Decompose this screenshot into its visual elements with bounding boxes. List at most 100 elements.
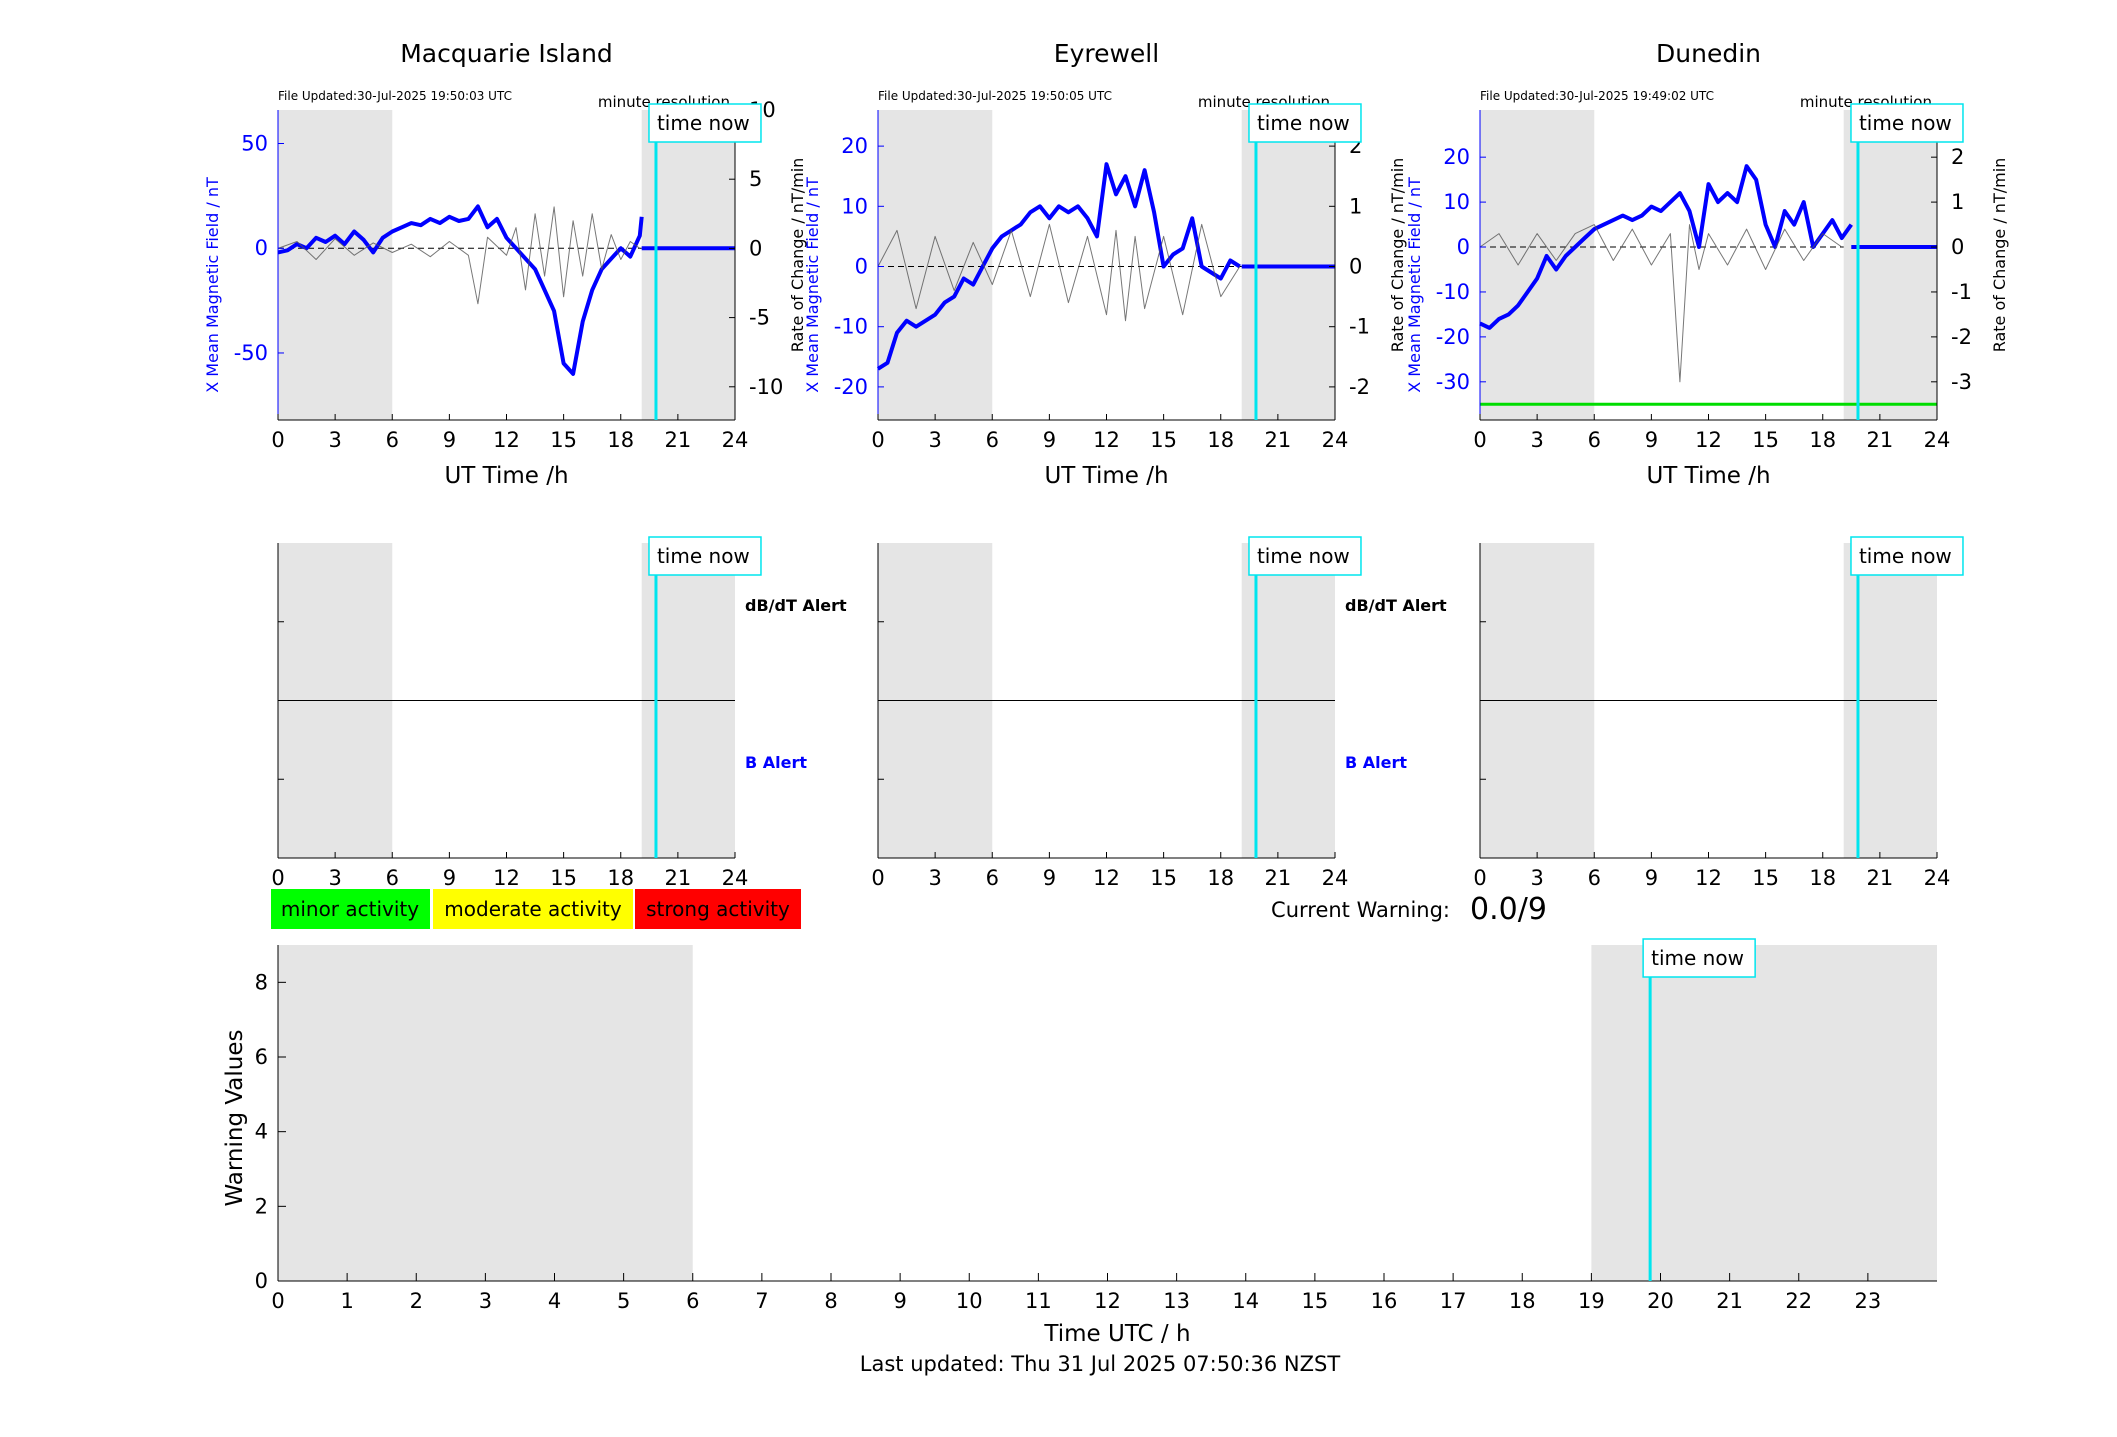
x-axis-label: UT Time /h [1044,463,1168,489]
y-left-tick-label: 10 [1443,190,1470,214]
legend-strong-label: strong activity [646,897,790,921]
x-tick-label: 15 [550,428,577,452]
y-right-tick-label: -5 [749,306,770,330]
series-x-mean-magnetic-field [1479,164,1853,330]
x-tick-label: 0 [1473,866,1486,890]
x-tick-label: 13 [1163,1289,1190,1313]
time-now-label: time now [1257,544,1350,568]
y-right-tick-label: 5 [749,167,762,191]
alert-chart-1: 0 3 6 9 12 15 18 21 24 time now dB/dT Alert B Alert [271,536,847,890]
x-tick-label: 6 [986,866,999,890]
current-warning-value: 0.0/9 [1470,892,1547,927]
time-now-box [648,103,762,143]
night-shade [1480,110,1595,420]
y-right-tick-label: 0 [749,236,762,260]
x-tick-label: 18 [607,428,634,452]
y-right-tick-label: -3 [1951,370,1972,394]
x-tick-label: 6 [1588,428,1601,452]
station-title: Eyrewell [1054,39,1159,68]
x-tick-label: 21 [665,866,692,890]
x-tick-label: 18 [1809,866,1836,890]
series-x-mean-magnetic-field [876,162,1241,371]
time-now-label: time now [1651,946,1744,970]
y-right-tick-label: -2 [1951,325,1972,349]
y-left-tick-label: -50 [234,341,268,365]
x-tick-label: 21 [1265,866,1292,890]
station-title: Macquarie Island [400,39,613,68]
x-tick-label: 0 [1473,428,1486,452]
x-tick-label: 24 [1924,866,1951,890]
y-tick-label: 2 [255,1194,268,1218]
x-tick-label: 23 [1855,1289,1882,1313]
time-now-label: time now [657,544,750,568]
x-tick-label: 9 [1043,866,1056,890]
time-now-label: time now [1859,544,1952,568]
x-tick-label: 20 [1647,1289,1674,1313]
time-now-label: time now [1859,111,1952,135]
night-shade [1591,945,1937,1281]
legend-moderate-label: moderate activity [444,897,622,921]
x-tick-label: 12 [1093,866,1120,890]
y-left-tick-label: 0 [255,236,268,260]
y-left-label: X Mean Magnetic Field / nT [1405,177,1424,393]
legend-moderate-box [433,889,633,929]
y-tick-label: 4 [255,1120,268,1144]
night-shade [278,110,393,420]
current-warning-label: Current Warning: [1271,898,1450,922]
x-tick-label: 15 [1752,866,1779,890]
x-tick-label: 0 [271,866,284,890]
x-tick-label: 6 [986,428,999,452]
x-tick-label: 6 [386,866,399,890]
x-tick-label: 24 [722,866,749,890]
y-tick-label: 6 [255,1045,268,1069]
x-tick-label: 18 [607,866,634,890]
time-now-box [1642,938,1756,978]
file-updated: File Updated:30-Jul-2025 19:50:05 UTC [878,89,1112,103]
x-tick-label: 18 [1207,866,1234,890]
x-tick-label: 9 [443,428,456,452]
x-tick-label: 5 [617,1289,630,1313]
legend-minor-label: minor activity [281,897,419,921]
x-tick-label: 3 [1530,428,1543,452]
y-left-tick-label: -20 [834,375,868,399]
y-left-label: X Mean Magnetic Field / nT [203,177,222,393]
time-now-label: time now [657,111,750,135]
x-tick-label: 17 [1440,1289,1467,1313]
y-left-tick-label: -10 [834,315,868,339]
series-rate-of-change [877,223,1241,322]
night-shade [278,945,693,1281]
x-tick-label: 8 [824,1289,837,1313]
y-left-tick-label: 10 [841,194,868,218]
x-tick-label: 24 [1322,866,1349,890]
x-tick-label: 9 [1645,428,1658,452]
y-right-label: Rate of Change / nT/min [1990,158,2009,353]
x-tick-label: 12 [1695,428,1722,452]
x-tick-label: 4 [548,1289,561,1313]
y-right-tick-label: -1 [1349,315,1370,339]
x-tick-label: 21 [665,428,692,452]
x-tick-label: 9 [1043,428,1056,452]
y-right-tick-label: -2 [1349,375,1370,399]
alert-chart-2: 0 3 6 9 12 15 18 21 24 time now dB/dT Alert B Alert [871,536,1447,890]
x-tick-label: 9 [1645,866,1658,890]
time-now-box [1850,536,1964,576]
x-tick-label: 2 [410,1289,423,1313]
x-tick-label: 15 [1752,428,1779,452]
y-right-tick-label: -1 [1951,280,1972,304]
x-tick-label: 0 [271,1289,284,1313]
night-shade [878,110,993,420]
x-tick-label: 3 [928,428,941,452]
y-right-tick-label: -10 [749,375,783,399]
legend-strong-box [635,889,801,929]
x-tick-label: 11 [1025,1289,1052,1313]
x-tick-label: 10 [956,1289,983,1313]
series-x-mean-magnetic-field [277,204,644,376]
x-tick-label: 9 [443,866,456,890]
y-left-tick-label: 20 [1443,145,1470,169]
x-tick-label: 18 [1207,428,1234,452]
x-tick-label: 18 [1809,428,1836,452]
x-tick-label: 12 [1093,428,1120,452]
x-tick-label: 15 [1302,1289,1329,1313]
